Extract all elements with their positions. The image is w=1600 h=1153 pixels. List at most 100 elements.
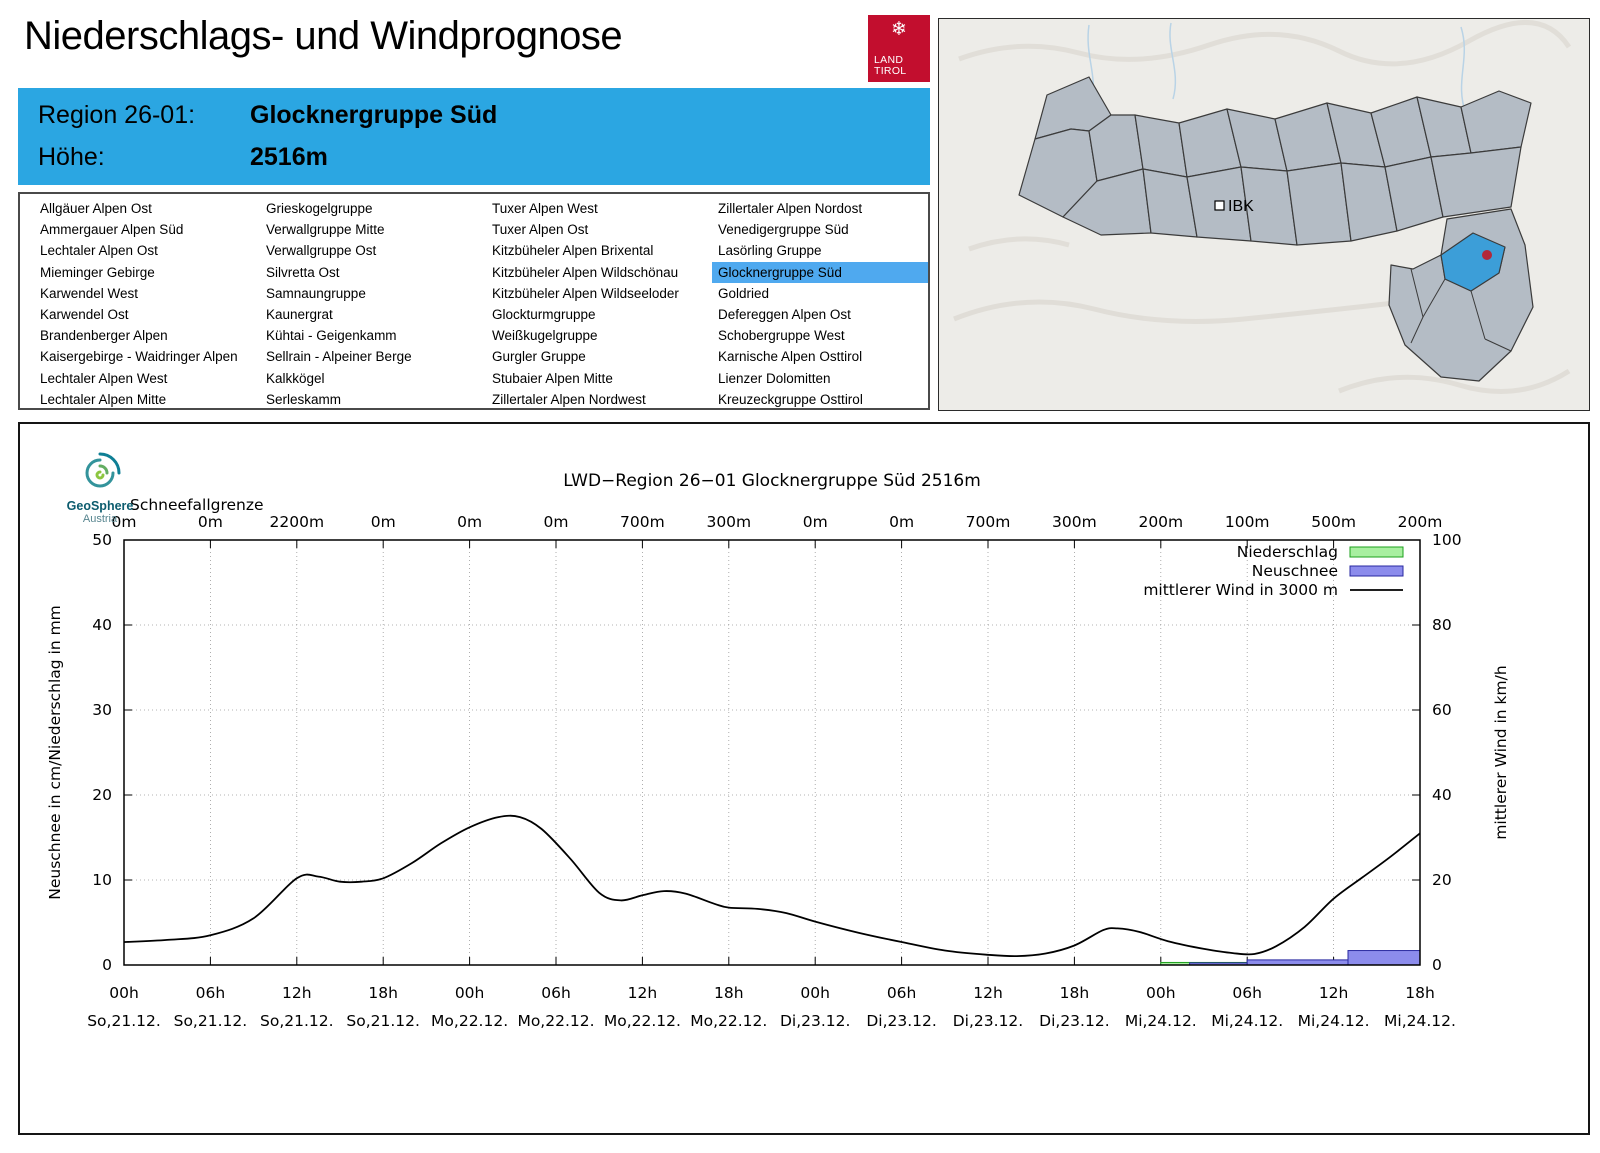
- hoehe-value: 2516m: [250, 143, 328, 171]
- snowline-value: 0m: [371, 513, 396, 531]
- forecast-chart: LWD−Region 26−01 Glocknergruppe Süd 2516…: [46, 471, 1510, 1030]
- ibk-marker-icon: [1214, 200, 1225, 211]
- region-item[interactable]: Zillertaler Alpen Nordost: [718, 201, 863, 216]
- region-item[interactable]: Kühtai - Geigenkamm: [266, 328, 397, 344]
- region-item[interactable]: Weißkugelgruppe: [492, 328, 598, 344]
- xtick-date: Mo,22.12.: [431, 1012, 508, 1030]
- chart-title: LWD−Region 26−01 Glocknergruppe Süd 2516…: [563, 471, 981, 491]
- region-item[interactable]: Gurgler Gruppe: [492, 349, 586, 365]
- xtick-date: So,21.12.: [260, 1012, 334, 1030]
- xtick-hour: 18h: [714, 984, 744, 1002]
- region-item[interactable]: Tuxer Alpen West: [492, 201, 598, 216]
- bar-neuschnee: [1347, 950, 1421, 966]
- xtick-date: Mo,22.12.: [517, 1012, 594, 1030]
- region-item[interactable]: Schobergruppe West: [718, 328, 845, 344]
- region-item[interactable]: Stubaier Alpen Mitte: [492, 370, 613, 386]
- region-list: Allgäuer Alpen Ost Ammergauer Alpen Süd Le…: [18, 192, 930, 410]
- xtick-hour: 18h: [1060, 984, 1090, 1002]
- region-item[interactable]: Kaisergebirge - Waidringer Alpen: [40, 349, 238, 365]
- xtick-hour: 00h: [109, 984, 139, 1002]
- xtick-date: Di,23.12.: [1039, 1012, 1109, 1030]
- xtick-hour: 06h: [887, 984, 917, 1002]
- geosphere-name: GeoSphere: [66, 499, 134, 513]
- snowline-value: 0m: [457, 513, 482, 531]
- logo-line2: TIROL: [874, 65, 907, 77]
- ytick-label-left: 10: [92, 871, 112, 889]
- region-item[interactable]: Verwallgruppe Ost: [266, 243, 377, 259]
- xtick-hour: 06h: [541, 984, 571, 1002]
- region-item[interactable]: Mieminger Gebirge: [40, 264, 155, 280]
- region-column-3: Tuxer Alpen West Tuxer Alpen Ost Kitzbühel…: [486, 198, 712, 408]
- ibk-label: IBK: [1228, 198, 1254, 215]
- region-item[interactable]: Ammergauer Alpen Süd: [40, 222, 184, 238]
- region-item[interactable]: Karwendel West: [40, 285, 139, 301]
- land-tirol-logo-text: LAND TIROL: [874, 55, 906, 77]
- chart-panel: LWD−Region 26−01 Glocknergruppe Süd 2516…: [18, 422, 1590, 1135]
- region-item[interactable]: Tuxer Alpen Ost: [492, 222, 589, 238]
- ytick-label-left: 50: [92, 531, 112, 549]
- region-item[interactable]: Kaunergrat: [266, 306, 333, 322]
- region-item[interactable]: Kalkkögel: [266, 370, 325, 386]
- xtick-date: Di,23.12.: [953, 1012, 1023, 1030]
- xtick-date: So,21.12.: [87, 1012, 161, 1030]
- region-item[interactable]: Lienzer Dolomitten: [718, 370, 831, 386]
- region-item[interactable]: Serleskamm: [266, 391, 342, 407]
- snowline-value: 300m: [706, 513, 751, 531]
- region-header: Region 26-01: Glocknergruppe Süd Höhe: 251…: [18, 88, 930, 185]
- region-header-row2: Höhe: 2516m: [38, 143, 930, 172]
- region-item[interactable]: Kitzbüheler Alpen Wildschönau: [492, 264, 679, 280]
- xtick-date: Di,23.12.: [780, 1012, 850, 1030]
- legend-label-niederschlag: Niederschlag: [1237, 543, 1338, 561]
- region-item[interactable]: Silvretta Ost: [266, 264, 340, 280]
- region-column-2: Grieskogelgruppe Verwallgruppe Mitte Verwa…: [260, 198, 486, 408]
- region-item[interactable]: Grieskogelgruppe: [266, 201, 373, 216]
- ytick-label-right: 20: [1432, 871, 1452, 889]
- region-item[interactable]: Allgäuer Alpen Ost: [40, 201, 152, 216]
- ytick-label-right: 80: [1432, 616, 1452, 634]
- region-item[interactable]: Kitzbüheler Alpen Brixental: [492, 243, 654, 259]
- xtick-hour: 00h: [455, 984, 485, 1002]
- region-item[interactable]: Verwallgruppe Mitte: [266, 222, 385, 238]
- region-item[interactable]: Kitzbüheler Alpen Wildseeloder: [492, 285, 679, 301]
- xtick-hour: 00h: [1146, 984, 1176, 1002]
- region-item[interactable]: Karwendel Ost: [40, 306, 129, 322]
- region-item[interactable]: Brandenberger Alpen: [40, 328, 168, 344]
- page-title: Niederschlags- und Windprognose: [24, 14, 623, 58]
- region-item[interactable]: Zillertaler Alpen Nordwest: [492, 391, 646, 407]
- logo-line1: LAND: [874, 54, 904, 66]
- region-item-selected[interactable]: Glocknergruppe Süd: [712, 261, 928, 283]
- snowline-value: 2200m: [270, 513, 325, 531]
- region-item[interactable]: Defereggen Alpen Ost: [718, 306, 851, 322]
- tirol-map-graphic: IBK: [939, 19, 1589, 410]
- ytick-label-left: 20: [92, 786, 112, 804]
- geosphere-swirl-icon: [85, 452, 121, 488]
- xtick-hour: 18h: [368, 984, 398, 1002]
- region-item[interactable]: Karnische Alpen Osttirol: [718, 349, 863, 365]
- region-item[interactable]: Goldried: [718, 285, 770, 301]
- geosphere-country: Austria: [82, 513, 118, 525]
- snowline-value: 0m: [198, 513, 223, 531]
- selected-region-shape[interactable]: [1440, 232, 1506, 292]
- geosphere-logo: GeoSphere Austria: [54, 448, 146, 525]
- snowline-value: 0m: [803, 513, 828, 531]
- region-item[interactable]: Lechtaler Alpen Ost: [40, 243, 158, 259]
- region-item[interactable]: Sellrain - Alpeiner Berge: [266, 349, 412, 365]
- region-item[interactable]: Lechtaler Alpen Mitte: [40, 391, 167, 407]
- region-item[interactable]: Lasörling Gruppe: [718, 243, 822, 259]
- region-item[interactable]: Samnaungruppe: [266, 285, 366, 301]
- region-item[interactable]: Lechtaler Alpen West: [40, 370, 168, 386]
- tirol-map-panel: IBK: [938, 18, 1590, 411]
- plot-border: [123, 539, 1421, 966]
- xtick-hour: 18h: [1405, 984, 1435, 1002]
- snowline-value: 200m: [1138, 513, 1183, 531]
- snowline-value: 0m: [889, 513, 914, 531]
- region-item[interactable]: Kreuzeckgruppe Osttirol: [718, 391, 863, 407]
- region-item[interactable]: Glockturmgruppe: [492, 306, 596, 322]
- snowline-label: Schneefallgrenze: [130, 496, 264, 514]
- left-axis-title: Neuschnee in cm/Niederschlag in mm: [46, 605, 64, 900]
- xtick-hour: 06h: [196, 984, 226, 1002]
- xtick-date: So,21.12.: [174, 1012, 248, 1030]
- snowline-value: 0m: [112, 513, 137, 531]
- xtick-date: Mi,24.12.: [1211, 1012, 1283, 1030]
- region-item[interactable]: Venedigergruppe Süd: [718, 222, 849, 238]
